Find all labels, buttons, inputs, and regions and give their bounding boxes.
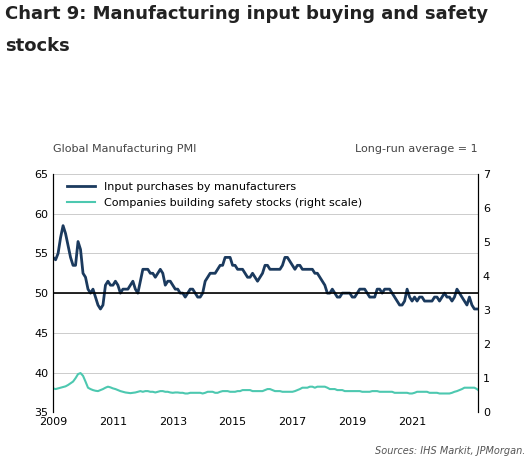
Text: stocks: stocks: [5, 37, 70, 55]
Text: Chart 9: Manufacturing input buying and safety: Chart 9: Manufacturing input buying and …: [5, 5, 489, 22]
Text: Long-run average = 1: Long-run average = 1: [355, 144, 478, 154]
Text: Global Manufacturing PMI: Global Manufacturing PMI: [53, 144, 196, 154]
Legend: Input purchases by manufacturers, Companies building safety stocks (right scale): Input purchases by manufacturers, Compan…: [67, 182, 362, 207]
Text: Sources: IHS Markit, JPMorgan.: Sources: IHS Markit, JPMorgan.: [375, 446, 526, 456]
